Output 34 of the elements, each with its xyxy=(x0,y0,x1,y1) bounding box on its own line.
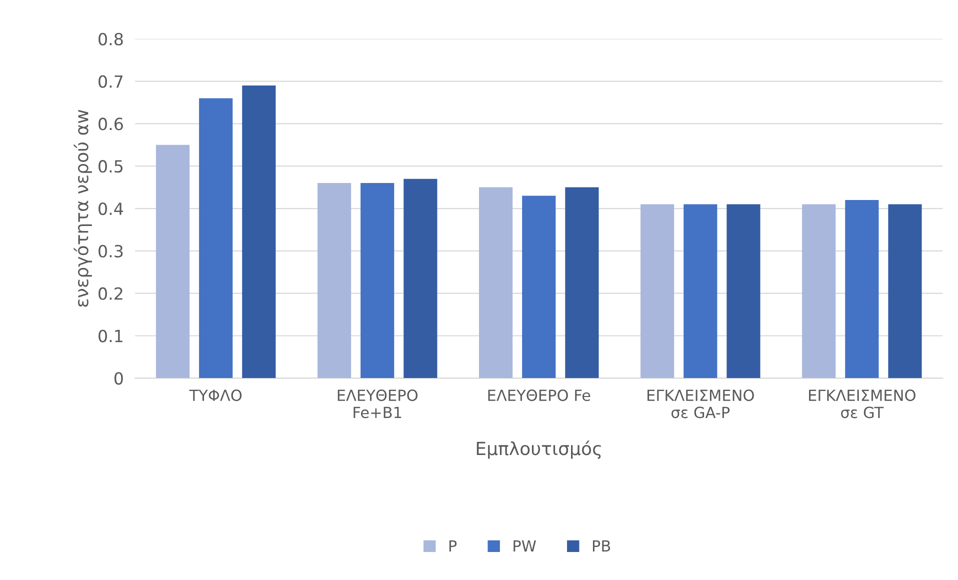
x-tick-label: ΕΛΕΥΘΕΡΟ Fe xyxy=(488,390,590,402)
bar xyxy=(360,183,394,378)
bar xyxy=(156,144,190,378)
legend-label: PB xyxy=(592,540,610,552)
y-tick-label: 0.1 xyxy=(98,330,122,342)
y-tick-label: 0 xyxy=(114,372,123,385)
legend-label: PW xyxy=(514,540,536,552)
y-tick-label: 0.5 xyxy=(98,160,123,173)
bar xyxy=(479,187,513,378)
y-tick-label: 0.8 xyxy=(98,32,123,46)
x-axis-title: Εμπλουτισμός xyxy=(476,440,601,459)
bar xyxy=(684,204,718,378)
y-axis-title: ενεργότητα νερού αw xyxy=(74,110,92,307)
y-tick-label: 0.4 xyxy=(98,202,124,216)
bar xyxy=(404,178,438,378)
legend-label: P xyxy=(449,540,457,552)
y-tick-label: 0.7 xyxy=(98,75,123,88)
x-tick-label: ΕΓΚΛΕΙΣΜΕΝΟ σε GA-P xyxy=(648,390,754,418)
bar xyxy=(888,204,922,378)
bar xyxy=(640,204,674,378)
bar xyxy=(845,200,879,378)
bar xyxy=(242,86,276,378)
bar xyxy=(522,196,556,378)
bar xyxy=(317,183,352,378)
y-tick-label: 0.6 xyxy=(98,118,123,130)
x-tick-label: ΕΛΕΥΘΕΡΟ Fe+B1 xyxy=(338,390,418,418)
bar xyxy=(726,204,760,378)
bar xyxy=(565,187,599,378)
bar xyxy=(199,98,233,378)
y-tick-label: 0.3 xyxy=(98,244,123,258)
x-tick-label: ΤΥΦΛΟ xyxy=(189,390,242,402)
bar xyxy=(802,204,836,378)
y-tick-label: 0.2 xyxy=(98,287,122,300)
x-tick-label: ΕΓΚΛΕΙΣΜΕΝΟ σε GT xyxy=(809,390,916,418)
